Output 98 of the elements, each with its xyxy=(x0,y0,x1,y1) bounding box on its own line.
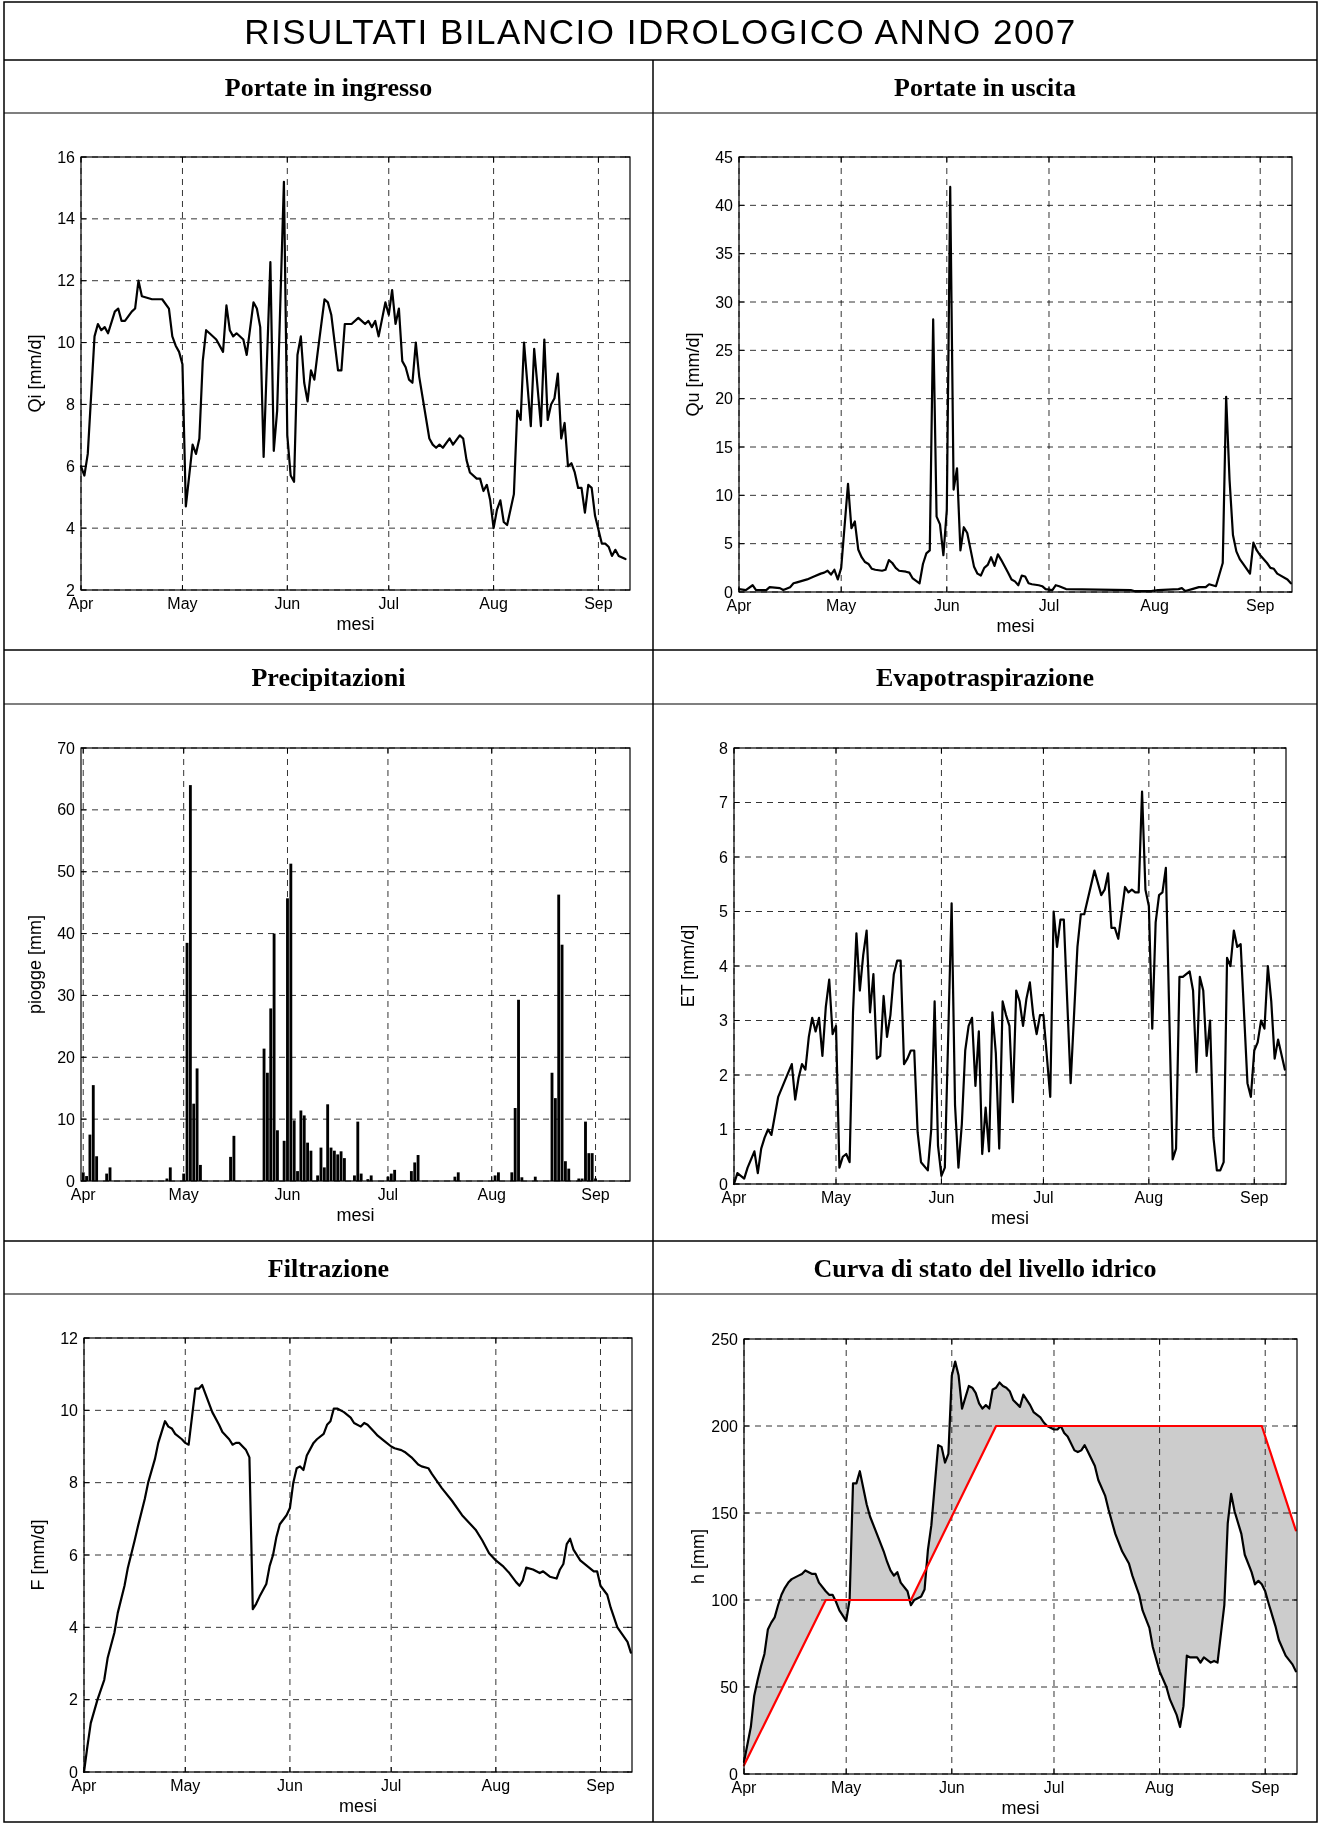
x-tick-label: Apr xyxy=(726,597,753,614)
x-axis-title: mesi xyxy=(996,616,1035,636)
x-tick-label: Sep xyxy=(1240,1189,1269,1206)
x-tick-label: Jun xyxy=(928,1189,955,1206)
x-tick-label: Apr xyxy=(68,595,95,612)
x-tick-label: Apr xyxy=(731,1779,758,1796)
y-tick-label: 60 xyxy=(57,801,76,819)
x-tick-label: Jun xyxy=(274,595,301,612)
x-tick-label: Aug xyxy=(1134,1189,1164,1206)
x-tick-label: Aug xyxy=(481,1777,511,1794)
y-tick-label: 2 xyxy=(69,1691,79,1709)
y-tick-label: 200 xyxy=(711,1417,739,1435)
y-tick-label: 8 xyxy=(66,395,76,413)
y-axis-title: F [mm/d] xyxy=(28,1519,48,1591)
x-tick-label: Apr xyxy=(70,1186,97,1203)
x-tick-label: Aug xyxy=(479,595,508,612)
chart-title: Filtrazione xyxy=(267,1253,390,1283)
x-tick-label: Jun xyxy=(933,597,960,614)
y-tick-label: 10 xyxy=(57,334,76,352)
chart-title: Portate in uscita xyxy=(894,72,1076,102)
x-tick-label: Aug xyxy=(1140,597,1169,614)
y-tick-label: 8 xyxy=(69,1474,79,1492)
y-tick-label: 5 xyxy=(724,535,734,553)
x-tick-label: Jun xyxy=(277,1777,303,1794)
y-tick-label: 70 xyxy=(57,739,76,757)
y-tick-label: 10 xyxy=(57,1110,76,1128)
y-axis-title: Qi [mm/d] xyxy=(25,334,45,413)
y-tick-label: 10 xyxy=(715,486,734,504)
line-series xyxy=(742,1424,1297,1767)
x-axis-title: mesi xyxy=(336,1205,375,1225)
x-tick-label: May xyxy=(168,1186,199,1203)
chart-title: Curva di stato del livello idrico xyxy=(813,1253,1157,1283)
y-tick-label: 30 xyxy=(57,986,76,1004)
y-tick-label: 6 xyxy=(66,457,76,475)
x-tick-label: Jul xyxy=(1043,1779,1065,1796)
x-tick-label: Sep xyxy=(581,1186,610,1203)
y-axis-title: Qu [mm/d] xyxy=(683,332,703,417)
x-axis-title: mesi xyxy=(990,1208,1030,1228)
y-tick-label: 2 xyxy=(719,1066,729,1084)
x-tick-label: Jul xyxy=(380,1777,402,1794)
x-axis-title: mesi xyxy=(338,1796,378,1816)
x-axis-title: mesi xyxy=(1001,1798,1040,1818)
x-tick-label: Jun xyxy=(938,1779,965,1796)
chart-title: Evapotraspirazione xyxy=(875,663,1095,692)
y-tick-label: 50 xyxy=(57,863,76,881)
y-axis-title: ET [mm/d] xyxy=(678,924,698,1008)
y-tick-label: 1 xyxy=(719,1121,729,1138)
y-tick-label: 50 xyxy=(720,1678,739,1696)
x-tick-label: Sep xyxy=(1245,597,1275,614)
y-tick-label: 15 xyxy=(715,438,734,456)
y-tick-label: 40 xyxy=(57,925,76,943)
x-tick-label: Jul xyxy=(377,1186,399,1203)
y-tick-label: 14 xyxy=(57,210,76,228)
x-tick-label: Jul xyxy=(1033,1189,1054,1206)
y-axis-title: piogge [mm] xyxy=(25,914,45,1015)
x-tick-label: Sep xyxy=(584,595,613,612)
y-tick-label: 10 xyxy=(60,1401,79,1419)
x-tick-label: Jun xyxy=(274,1186,301,1203)
y-tick-label: 100 xyxy=(711,1591,739,1609)
y-tick-label: 4 xyxy=(719,957,729,975)
y-tick-label: 4 xyxy=(66,519,76,537)
x-tick-label: Apr xyxy=(721,1189,748,1206)
x-tick-label: May xyxy=(826,597,857,614)
y-tick-label: 12 xyxy=(57,272,76,290)
x-tick-label: Aug xyxy=(1145,1779,1174,1796)
y-tick-label: 150 xyxy=(711,1504,739,1522)
x-axis-title: mesi xyxy=(336,614,375,634)
x-tick-label: Jul xyxy=(1038,597,1060,614)
y-tick-label: 25 xyxy=(715,341,734,359)
x-tick-label: Aug xyxy=(477,1186,506,1203)
y-tick-label: 4 xyxy=(69,1618,79,1636)
x-tick-label: Apr xyxy=(71,1777,98,1794)
y-tick-label: 20 xyxy=(57,1048,76,1066)
y-tick-label: 40 xyxy=(715,196,734,214)
x-tick-label: Sep xyxy=(586,1777,615,1794)
y-tick-label: 20 xyxy=(715,390,734,408)
x-tick-label: May xyxy=(820,1189,852,1206)
chart-title: Precipitazioni xyxy=(251,663,406,692)
y-tick-label: 6 xyxy=(69,1546,79,1564)
y-tick-label: 3 xyxy=(719,1012,729,1029)
y-tick-label: 12 xyxy=(60,1329,79,1347)
y-tick-label: 30 xyxy=(715,293,734,311)
y-tick-label: 5 xyxy=(719,903,729,920)
chart-title: Portate in ingresso xyxy=(224,72,433,102)
y-tick-label: 250 xyxy=(711,1330,739,1348)
x-tick-label: May xyxy=(170,1777,201,1794)
x-tick-label: May xyxy=(167,595,198,612)
x-tick-label: May xyxy=(831,1779,862,1796)
text: RISULTATI BILANCIO IDROLOGICO ANNO 2007 xyxy=(244,12,1077,51)
y-tick-label: 45 xyxy=(715,148,734,166)
y-tick-label: 16 xyxy=(57,148,76,166)
y-tick-label: 6 xyxy=(719,848,729,866)
x-tick-label: Sep xyxy=(1250,1779,1280,1796)
x-tick-label: Jul xyxy=(378,595,399,612)
y-axis-title: h [mm] xyxy=(688,1528,708,1585)
y-tick-label: 8 xyxy=(719,739,729,757)
y-tick-label: 7 xyxy=(719,794,729,811)
y-tick-label: 35 xyxy=(715,245,734,263)
